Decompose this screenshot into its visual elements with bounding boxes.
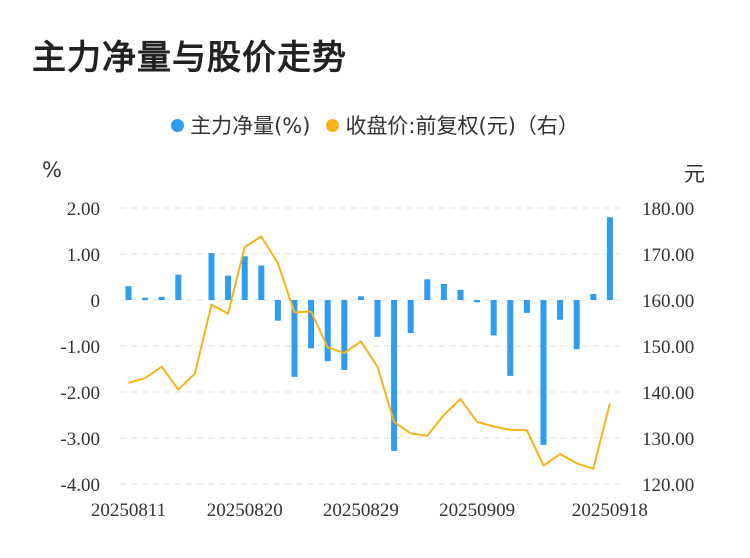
bar-net-3 xyxy=(175,274,182,300)
bar-net-0 xyxy=(125,286,132,300)
x-axis-tick-label: 20250909 xyxy=(439,500,515,521)
legend: 主力净量(%) 收盘价:前复权(元)（右） xyxy=(0,110,750,140)
legend-item-net[interactable]: 主力净量(%) xyxy=(171,110,310,140)
bar-net-9 xyxy=(274,300,281,321)
right-axis-tick-label: 170.00 xyxy=(642,245,694,266)
right-axis-tick-label: 120.00 xyxy=(642,475,694,496)
bar-net-21 xyxy=(474,300,481,303)
bar-net-13 xyxy=(341,300,348,370)
bar-net-27 xyxy=(573,300,580,350)
bar-net-1 xyxy=(142,297,149,300)
right-axis-tick-label: 150.00 xyxy=(642,337,694,358)
legend-dot-price-icon xyxy=(326,118,340,132)
bar-net-19 xyxy=(440,283,447,300)
bar-net-12 xyxy=(324,300,331,362)
bar-net-11 xyxy=(308,300,315,349)
price-line xyxy=(128,235,611,470)
bar-net-6 xyxy=(225,275,232,300)
bar-net-2 xyxy=(158,296,165,300)
legend-label-net: 主力净量(%) xyxy=(190,114,311,138)
left-axis-tick-label: -1.00 xyxy=(60,337,100,358)
bar-series xyxy=(125,217,613,451)
bar-net-24 xyxy=(523,300,530,313)
right-axis-tick-label: 160.00 xyxy=(642,291,694,312)
right-axis-tick-label: 140.00 xyxy=(642,383,694,404)
bar-net-5 xyxy=(208,253,215,300)
left-axis-unit: % xyxy=(42,158,62,182)
bar-net-25 xyxy=(540,300,547,445)
left-axis-tick-label: 2.00 xyxy=(67,199,100,220)
left-axis-tick-label: 1.00 xyxy=(67,245,100,266)
bar-net-28 xyxy=(590,294,597,300)
right-axis-unit: 元 xyxy=(684,162,705,186)
x-axis-tick-label: 20250918 xyxy=(572,500,648,521)
bar-net-23 xyxy=(507,300,514,376)
x-axis-tick-label: 20250811 xyxy=(91,500,166,521)
line-series xyxy=(128,235,611,470)
left-axis-ticks: -4.00 -3.00 -2.00 -1.00 0 1.00 2.00 xyxy=(60,199,100,496)
x-axis-tick-label: 20250820 xyxy=(207,500,283,521)
bar-net-10 xyxy=(291,300,298,377)
bar-net-26 xyxy=(557,300,564,320)
bar-net-22 xyxy=(490,300,497,336)
left-axis-tick-label: -3.00 xyxy=(60,429,100,450)
right-axis-ticks: 120.00 130.00 140.00 150.00 160.00 170.00 180.… xyxy=(642,199,694,496)
bar-net-8 xyxy=(258,265,265,300)
bar-net-17 xyxy=(407,300,414,334)
right-axis-tick-label: 180.00 xyxy=(642,199,694,220)
left-axis-tick-label: -4.00 xyxy=(60,475,100,496)
x-axis-ticks: 20250811 20250820 20250829 20250909 20250918 xyxy=(91,500,648,521)
bar-net-18 xyxy=(424,279,431,300)
x-axis-tick-label: 20250829 xyxy=(323,500,399,521)
left-axis-tick-label: 0 xyxy=(91,291,101,312)
bar-net-7 xyxy=(241,256,248,300)
chart-title: 主力净量与股价走势 xyxy=(32,38,347,78)
legend-label-price: 收盘价:前复权(元)（右） xyxy=(345,114,579,138)
bar-net-16 xyxy=(391,300,398,451)
left-axis-tick-label: -2.00 xyxy=(60,383,100,404)
right-axis-tick-label: 130.00 xyxy=(642,429,694,450)
legend-dot-net-icon xyxy=(171,118,185,132)
bar-net-20 xyxy=(457,289,464,300)
legend-item-price[interactable]: 收盘价:前复权(元)（右） xyxy=(326,110,579,140)
bar-net-14 xyxy=(357,296,364,300)
bar-net-29 xyxy=(606,217,613,300)
bar-net-15 xyxy=(374,300,381,337)
